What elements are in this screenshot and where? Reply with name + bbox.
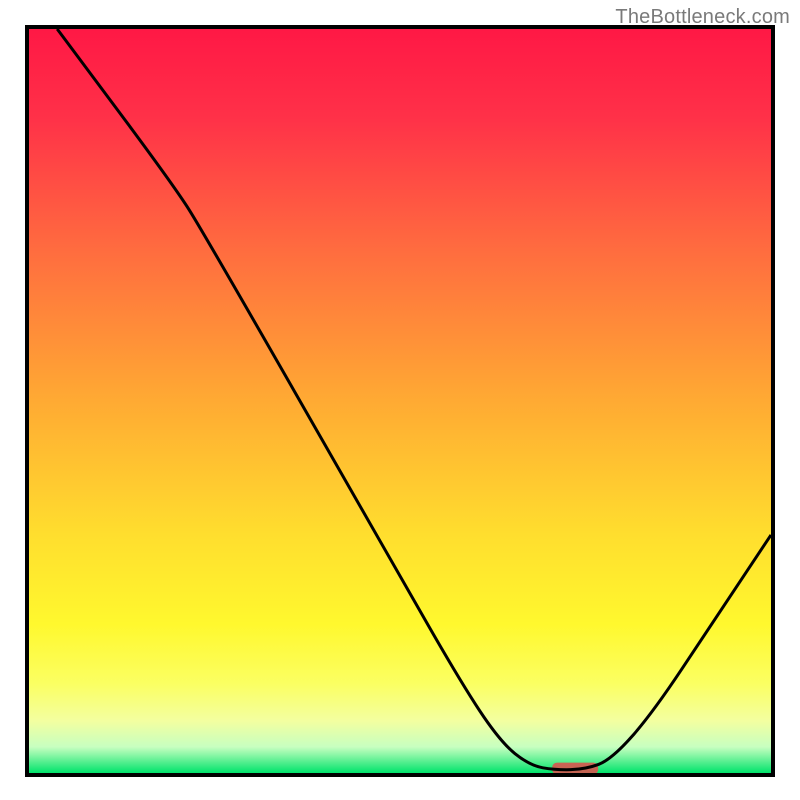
chart-frame: [25, 25, 775, 777]
watermark-text: TheBottleneck.com: [615, 6, 790, 29]
